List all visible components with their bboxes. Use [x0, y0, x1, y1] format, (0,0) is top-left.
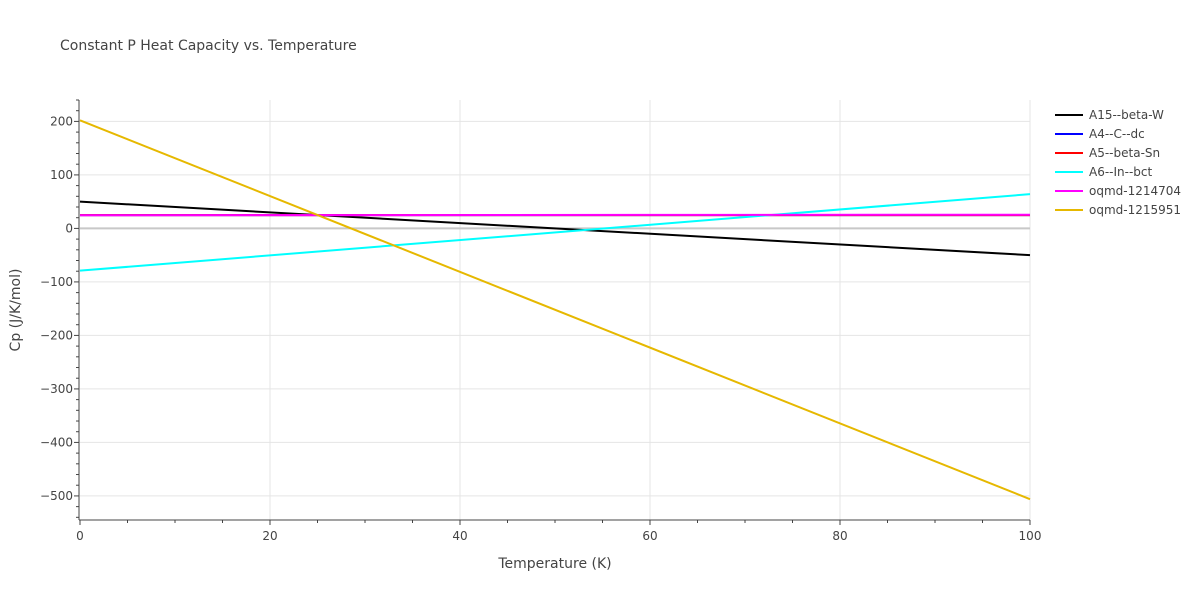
legend-label: A5--beta-Sn [1089, 146, 1160, 160]
series-line-A15--beta-W[interactable] [79, 200, 1031, 257]
x-tick-label: 40 [452, 529, 467, 543]
series-line-oqmd-1215951[interactable] [79, 119, 1031, 501]
legend-item-A5--beta-Sn[interactable]: A5--beta-Sn [1055, 146, 1160, 160]
legend-label: oqmd-1215951 [1089, 203, 1181, 217]
legend-label: oqmd-1214704 [1089, 184, 1181, 198]
y-tick-label: −500 [40, 489, 73, 503]
legend[interactable]: A15--beta-W A4--C--dc A5--beta-Sn A6--In--b… [1055, 108, 1181, 217]
legend-label: A15--beta-W [1089, 108, 1164, 122]
legend-label: A4--C--dc [1089, 127, 1145, 141]
x-tick-label: 100 [1019, 529, 1042, 543]
series-line-oqmd-1214704[interactable] [79, 213, 1031, 217]
y-axis-title: Cp (J/K/mol) [8, 269, 24, 352]
legend-item-A15--beta-W[interactable]: A15--beta-W [1055, 108, 1164, 122]
y-tick-label: −400 [40, 435, 73, 449]
axes: 0 20 40 60 80 100 200 100 0 −100 −200 −300 −400 −500 [40, 99, 1042, 543]
legend-item-oqmd-1215951[interactable]: oqmd-1215951 [1055, 203, 1181, 217]
x-tick-label: 0 [76, 529, 84, 543]
x-axis-title: Temperature (K) [497, 556, 611, 572]
y-tick-label: −200 [40, 328, 73, 342]
grid [80, 100, 1031, 520]
legend-item-oqmd-1214704[interactable]: oqmd-1214704 [1055, 184, 1181, 198]
x-tick-label: 60 [642, 529, 657, 543]
legend-label: A6--In--bct [1089, 165, 1153, 179]
y-tick-label: −300 [40, 382, 73, 396]
y-tick-label: 0 [65, 221, 73, 235]
y-tick-label: 100 [50, 168, 73, 182]
x-tick-label: 20 [262, 529, 277, 543]
legend-item-A6--In--bct[interactable]: A6--In--bct [1055, 165, 1153, 179]
chart-title: Constant P Heat Capacity vs. Temperature [60, 38, 357, 54]
series-line-A6--In--bct[interactable] [79, 193, 1031, 272]
y-tick-label: 200 [50, 114, 73, 128]
legend-item-A4--C--dc[interactable]: A4--C--dc [1055, 127, 1145, 141]
y-tick-label: −100 [40, 275, 73, 289]
series-layer [79, 119, 1031, 501]
x-tick-label: 80 [832, 529, 847, 543]
